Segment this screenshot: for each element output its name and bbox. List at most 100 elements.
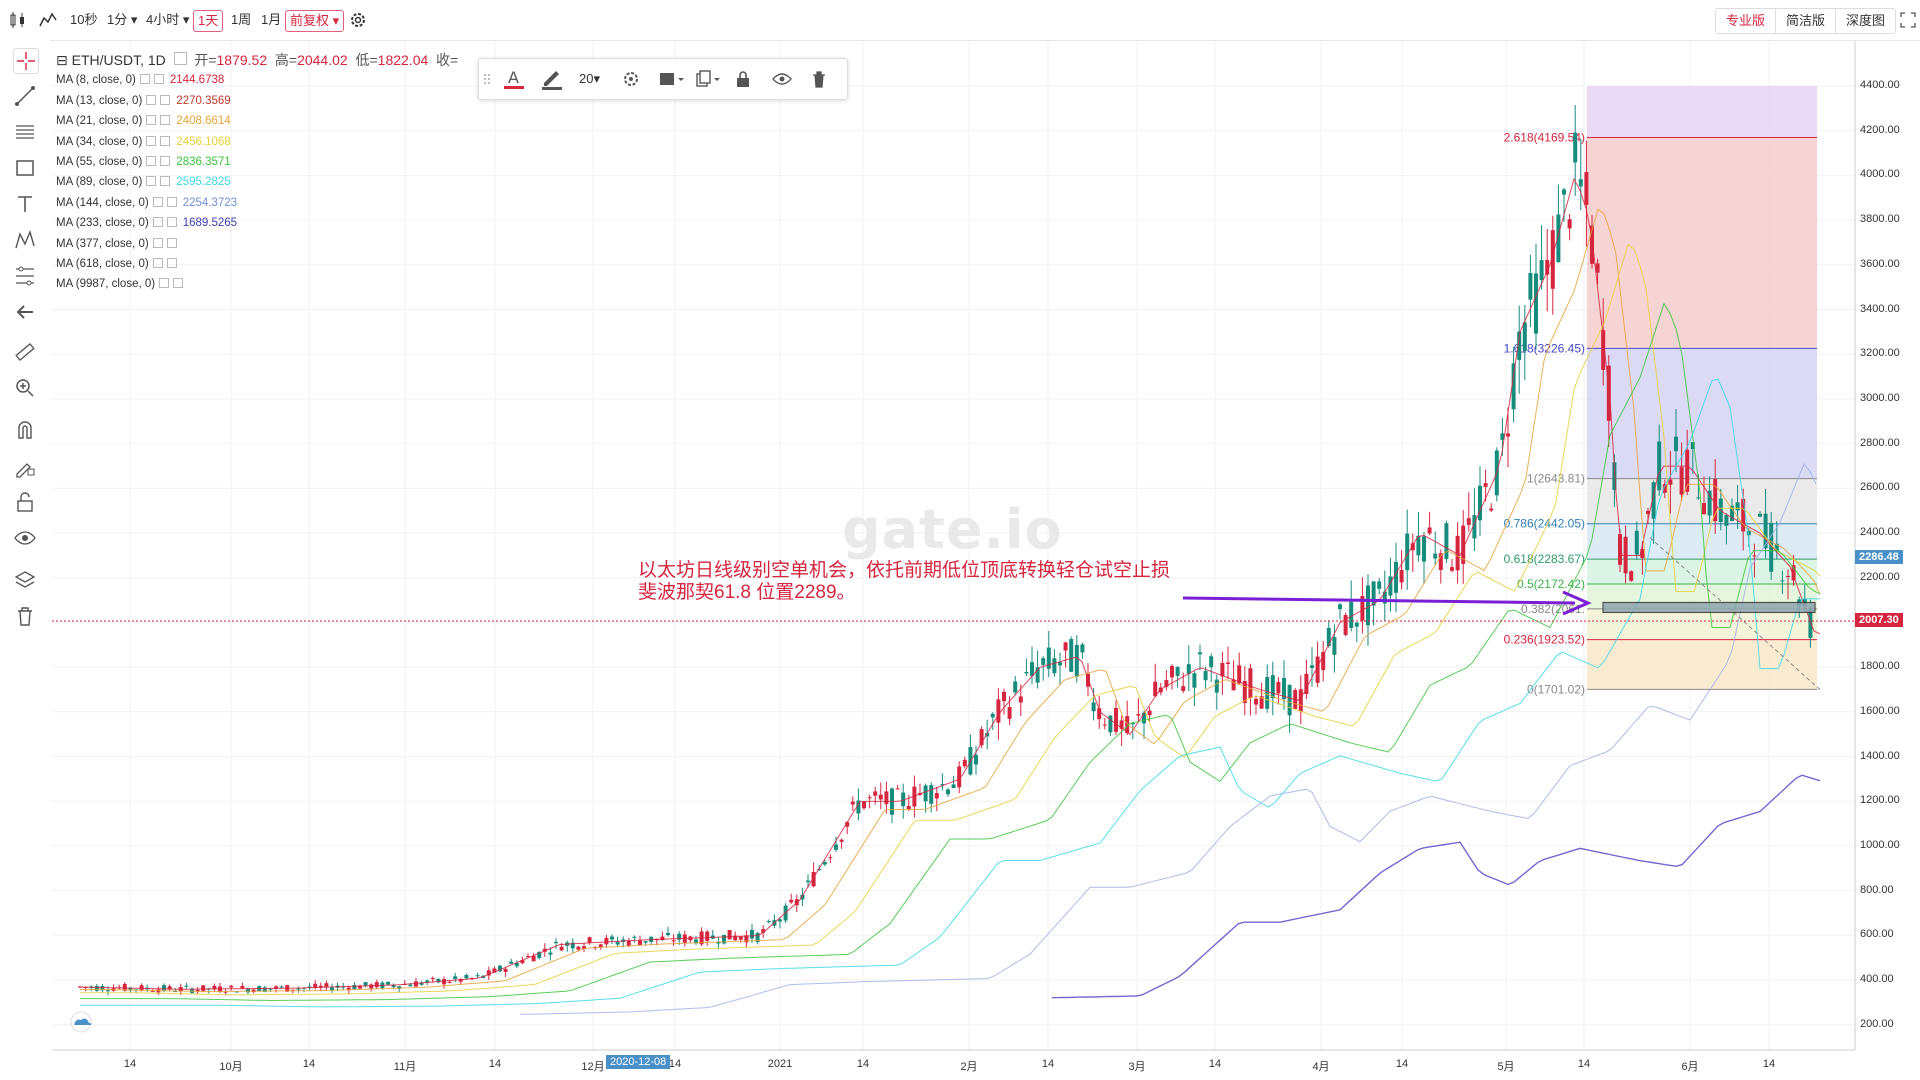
trend-line-tool-icon[interactable] (13, 84, 37, 108)
version-simple[interactable]: 简洁版 (1774, 9, 1835, 33)
candle-body (1780, 580, 1785, 582)
annotation-text[interactable]: 以太坊日线级别空单机会，依托前期低位顶底转换轻仓试空止损 斐波那契61.8 位置… (638, 560, 1170, 604)
y-axis-label: 600.00 (1860, 928, 1894, 941)
collapse-icon[interactable]: ⊟ (56, 52, 68, 68)
fib-level-label: 1.618(3226.45) (1504, 341, 1585, 355)
lock-icon[interactable] (733, 67, 753, 91)
ma-close-icon[interactable] (160, 94, 171, 105)
candle-body (1612, 462, 1617, 490)
symbol-settings-icon[interactable] (173, 52, 187, 65)
indicators-icon[interactable] (38, 10, 58, 30)
close-label: 收= (436, 52, 459, 68)
unlock-icon[interactable] (13, 490, 37, 514)
annotation-arrow-line[interactable] (1182, 596, 1576, 605)
open-value: 1879.52 (216, 52, 268, 68)
candle-body (1769, 522, 1774, 572)
interval-1w[interactable]: 1周 (231, 12, 252, 27)
price-chart[interactable]: 2.618(4169.54) 1.618(3226.45) 1(2643.81) 0.… (52, 41, 1920, 1080)
magnet-icon[interactable] (13, 418, 37, 442)
ma-settings-icon[interactable] (146, 176, 157, 187)
trash-icon[interactable] (13, 604, 37, 628)
candle-body (1018, 696, 1023, 703)
ma-name: MA (9987, close, 0) (56, 278, 156, 291)
drag-handle-icon[interactable] (483, 67, 491, 91)
interval-10s[interactable]: 10秒 (70, 12, 98, 27)
pen-color-icon[interactable] (539, 67, 565, 91)
ma-settings-icon[interactable] (146, 135, 157, 146)
font-size-dropdown[interactable]: 20▾ (579, 71, 600, 86)
delete-drawing-icon[interactable] (809, 67, 829, 91)
settings-gear-icon[interactable] (348, 10, 368, 30)
ma-settings-icon[interactable] (152, 217, 163, 228)
pattern-tool-icon[interactable] (13, 228, 37, 252)
dashed-trend-line[interactable] (1649, 537, 1821, 691)
interval-1d[interactable]: 1天 (193, 10, 224, 32)
visibility-eye-icon[interactable] (771, 67, 793, 91)
ma-settings-icon[interactable] (146, 115, 157, 126)
ma-close-icon[interactable] (160, 155, 171, 166)
candle-body (1707, 490, 1712, 516)
version-depth[interactable]: 深度图 (1834, 9, 1895, 33)
ma-settings-icon[interactable] (152, 196, 163, 207)
candle-body (750, 929, 754, 939)
font-size-value: 20 (579, 71, 594, 86)
ma-legend-row: MA (55, close, 0) 2836.3571 (56, 152, 458, 172)
ma-close-icon[interactable] (160, 115, 171, 126)
candle-body (195, 989, 200, 992)
ma-close-icon[interactable] (153, 74, 164, 85)
crosshair-tool-icon[interactable] (13, 48, 39, 74)
rectangle-tool-icon[interactable] (13, 156, 37, 180)
drawing-settings-icon[interactable] (621, 67, 641, 91)
interval-4h[interactable]: 4小时 ▾ (146, 12, 190, 27)
ma-settings-icon[interactable] (146, 94, 157, 105)
ma-close-icon[interactable] (173, 278, 184, 289)
ma-settings-icon[interactable] (146, 155, 157, 166)
candle-body (873, 791, 878, 796)
layers-icon[interactable] (13, 568, 37, 592)
adjust-dropdown[interactable]: 前复权 ▾ (285, 10, 345, 32)
draw-lock-icon[interactable] (13, 454, 37, 478)
ruler-tool-icon[interactable] (13, 340, 37, 364)
eye-icon[interactable] (13, 526, 37, 550)
ma-close-icon[interactable] (160, 135, 171, 146)
candle-body (1774, 543, 1779, 552)
ma-close-icon[interactable] (166, 196, 177, 207)
chart-area[interactable]: 2.618(4169.54) 1.618(3226.45) 1(2643.81) 0.… (52, 41, 1920, 1080)
candle-body (374, 982, 379, 988)
ma-settings-icon[interactable] (152, 237, 163, 248)
candle-body (1646, 510, 1650, 514)
back-arrow-icon[interactable] (13, 300, 37, 324)
ma-settings-icon[interactable] (139, 74, 150, 85)
text-color-icon[interactable]: A (501, 67, 527, 91)
fibonacci-tool-icon[interactable] (13, 264, 37, 288)
interval-1mo[interactable]: 1月 (261, 12, 282, 27)
candle-body (453, 976, 458, 980)
candle-body (363, 982, 368, 986)
template-icon[interactable] (657, 67, 685, 91)
candle-body (1573, 132, 1578, 163)
version-pro[interactable]: 专业版 (1725, 13, 1765, 28)
candle-body (1321, 652, 1326, 671)
horizontal-lines-tool-icon[interactable] (13, 120, 37, 144)
ma-close-icon[interactable] (166, 217, 177, 228)
candle-body (1567, 219, 1572, 229)
chart-legend: ⊟ ETH/USDT, 1D 开=1879.52 高=2044.02 低=182… (56, 50, 458, 295)
ma-close-icon[interactable] (166, 257, 177, 268)
candle-body (1679, 467, 1684, 495)
candle-body (201, 985, 206, 991)
ma-close-icon[interactable] (160, 176, 171, 187)
zoom-in-icon[interactable] (13, 376, 37, 400)
clone-icon[interactable] (693, 67, 721, 91)
fullscreen-icon[interactable] (1900, 12, 1916, 28)
interval-1m[interactable]: 1分 ▾ (107, 12, 138, 27)
ma-settings-icon[interactable] (159, 278, 170, 289)
text-tool-icon[interactable] (13, 192, 37, 216)
resistance-rectangle[interactable] (1602, 601, 1816, 614)
ma-settings-icon[interactable] (152, 257, 163, 268)
candlestick-type-icon[interactable] (8, 10, 28, 30)
candle-body (789, 899, 794, 903)
ma-close-icon[interactable] (166, 237, 177, 248)
candle-body (1091, 702, 1096, 712)
candle-body (834, 844, 838, 850)
candle-body (240, 985, 245, 989)
